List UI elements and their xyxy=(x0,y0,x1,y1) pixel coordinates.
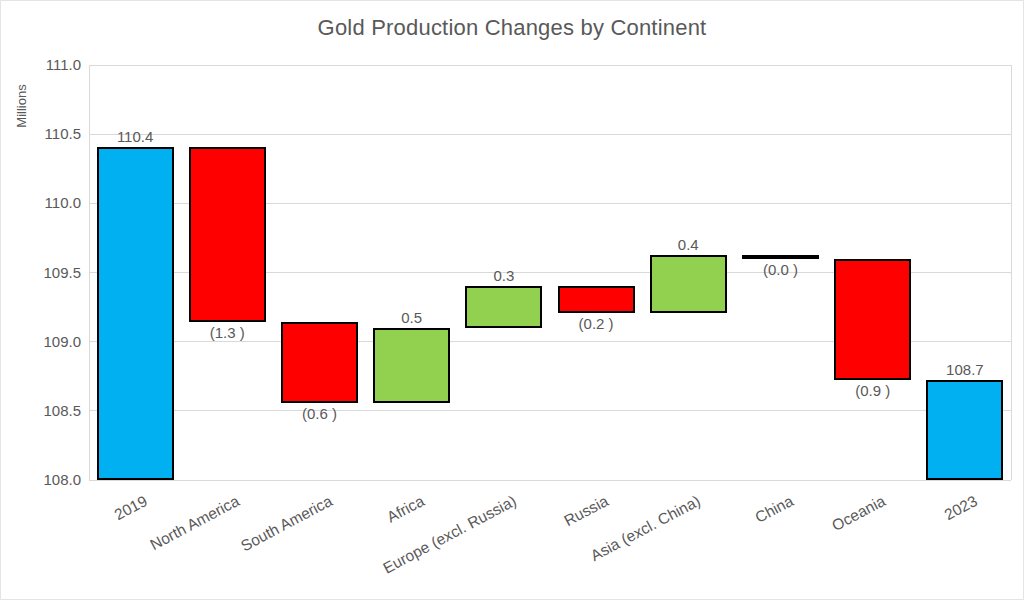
waterfall-chart: Gold Production Changes by Continent Mil… xyxy=(0,0,1024,600)
bar-value-label: (0.6 ) xyxy=(270,405,370,422)
x-axis-label-north-america: North America xyxy=(58,492,243,600)
gridline xyxy=(89,410,1011,411)
y-tick-label: 109.5 xyxy=(1,264,81,281)
bar-value-label: (0.9 ) xyxy=(823,382,923,399)
x-axis-label-south-america: South America xyxy=(150,492,335,600)
y-tick-label: 108.5 xyxy=(1,402,81,419)
plot-border-right xyxy=(1011,65,1012,480)
x-axis-label-russia: Russia xyxy=(427,492,612,600)
bar-value-label: 0.3 xyxy=(454,267,554,284)
bar-north-america xyxy=(189,147,266,323)
bar-value-label: (0.2 ) xyxy=(546,315,646,332)
bar-europe-excl-russia xyxy=(465,286,542,328)
gridline xyxy=(89,480,1011,481)
bar-value-label: (0.0 ) xyxy=(731,261,831,278)
bar-africa xyxy=(373,328,450,403)
y-tick-label: 108.0 xyxy=(1,471,81,488)
chart-title: Gold Production Changes by Continent xyxy=(1,15,1023,41)
bar-south-america xyxy=(281,322,358,402)
bar-2019 xyxy=(97,147,174,480)
bar-asia-excl-china xyxy=(650,255,727,313)
x-axis-label-china: China xyxy=(611,492,796,600)
bar-value-label: 0.4 xyxy=(638,236,738,253)
bar-china xyxy=(742,255,819,259)
bar-value-label: 108.7 xyxy=(915,361,1015,378)
bar-russia xyxy=(558,286,635,312)
bar-oceania xyxy=(834,259,911,381)
bar-2023 xyxy=(926,380,1003,480)
y-tick-label: 110.5 xyxy=(1,125,81,142)
gridline xyxy=(89,65,1011,66)
gridline xyxy=(89,134,1011,135)
bar-value-label: (1.3 ) xyxy=(177,324,277,341)
bar-value-label: 110.4 xyxy=(85,128,185,145)
y-tick-label: 110.0 xyxy=(1,194,81,211)
x-axis-label-asia-excl-china: Asia (excl. China) xyxy=(519,492,704,600)
bar-value-label: 0.5 xyxy=(362,309,462,326)
y-tick-label: 111.0 xyxy=(1,56,81,73)
y-tick-label: 109.0 xyxy=(1,333,81,350)
